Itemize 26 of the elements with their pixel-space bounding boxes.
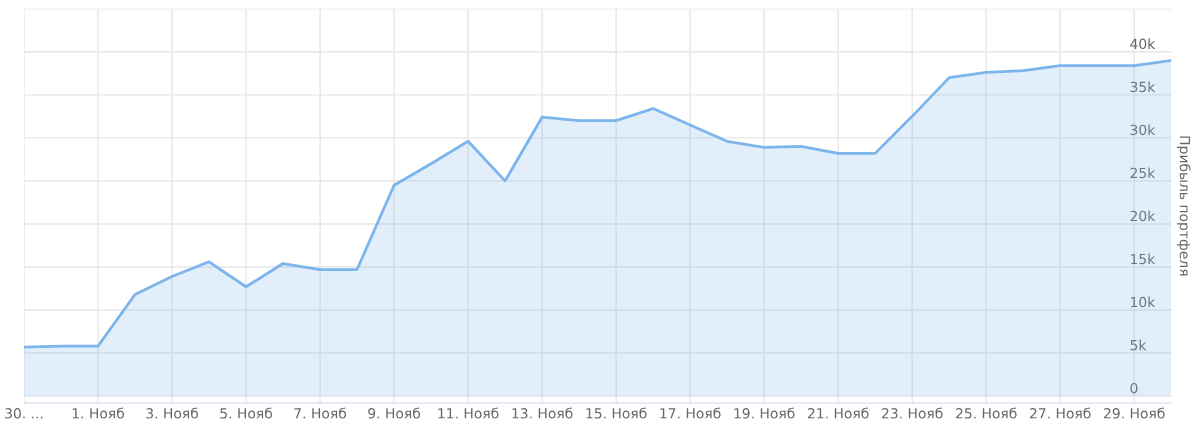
x-tick-label: 3. Нояб <box>146 407 199 419</box>
y-tick-label: 30k <box>1130 124 1156 136</box>
x-tick-label: 25. Нояб <box>956 407 1017 419</box>
x-tick-label: 7. Нояб <box>294 407 347 419</box>
x-tick-label: 9. Нояб <box>368 407 421 419</box>
y-tick-label: 35k <box>1130 81 1156 93</box>
x-tick-label: 21. Нояб <box>807 407 869 419</box>
y-tick-label: 10k <box>1131 296 1156 308</box>
y-tick-label: 0 <box>1130 382 1138 394</box>
x-tick-label: 11. Нояб <box>438 407 499 419</box>
y-tick-label: 5k <box>1130 339 1147 351</box>
x-tick-label: 19. Нояб <box>734 407 795 419</box>
x-tick-label: 23. Нояб <box>881 407 943 419</box>
x-tick-label: 13. Нояб <box>512 407 573 419</box>
x-tick-label: 17. Нояб <box>660 407 721 419</box>
y-tick-label: 20k <box>1130 210 1156 222</box>
y-tick-label: 15k <box>1131 253 1156 265</box>
x-tick-label: 15. Нояб <box>586 407 647 419</box>
y-tick-label: 40k <box>1130 38 1156 50</box>
x-tick-label: 1. Нояб <box>72 407 125 419</box>
y-tick-label: 25k <box>1130 167 1156 179</box>
x-tick-label: 30. ... <box>5 408 43 419</box>
x-tick-label: 29. Нояб <box>1104 407 1165 419</box>
x-tick-label: 27. Нояб <box>1030 407 1091 419</box>
y-axis-title: Прибыль портфеля <box>1176 136 1191 276</box>
x-tick-label: 5. Нояб <box>220 407 273 419</box>
